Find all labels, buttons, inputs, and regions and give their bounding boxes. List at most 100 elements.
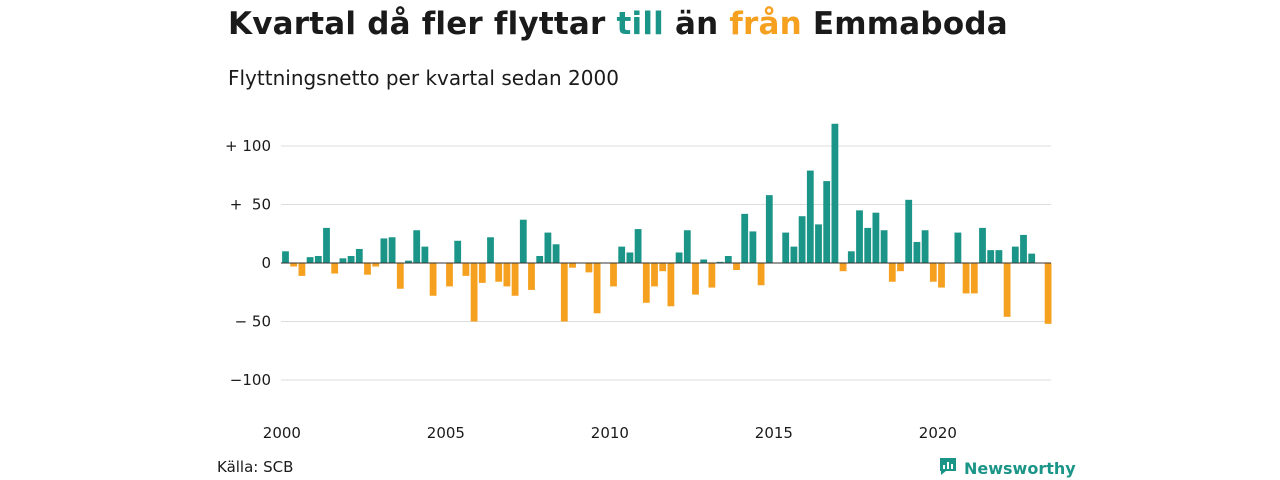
x-tick-label: 2010 (591, 424, 629, 442)
bar (659, 263, 667, 272)
bar (692, 263, 699, 295)
bar (888, 263, 896, 282)
bar (675, 252, 683, 263)
bar (339, 258, 347, 263)
bar (560, 263, 568, 322)
bar (847, 251, 855, 263)
gridlines (281, 145, 1051, 381)
bar (618, 246, 626, 263)
bar (610, 263, 617, 287)
brand-name: Newsworthy (964, 458, 1076, 478)
bar (683, 230, 691, 263)
bar (798, 216, 806, 263)
bars (282, 123, 1052, 324)
bar (495, 263, 503, 282)
bar (405, 260, 412, 263)
bar (872, 212, 880, 263)
bar (306, 257, 314, 263)
x-tick-label: 2015 (755, 424, 793, 442)
bar (462, 263, 470, 276)
y-tick-label: − 50 (235, 313, 271, 331)
bar (331, 263, 339, 274)
bar (487, 237, 494, 263)
bar (380, 238, 388, 263)
bar (954, 232, 962, 263)
bar (1003, 263, 1011, 317)
bar (454, 240, 462, 263)
bar (642, 263, 650, 303)
bar (585, 263, 593, 273)
bar (987, 250, 995, 263)
bar (626, 252, 634, 263)
y-tick-label: + 50 (230, 196, 271, 214)
bar (364, 263, 371, 275)
y-tick-label: −100 (230, 371, 271, 389)
bar (757, 263, 765, 286)
bar (388, 237, 396, 263)
bar (372, 263, 380, 267)
bar (913, 241, 921, 263)
bar (708, 263, 716, 288)
x-tick-label: 2000 (263, 424, 301, 442)
bar (938, 263, 945, 288)
bar (355, 248, 363, 263)
bar (815, 224, 822, 263)
bar (413, 230, 421, 263)
bar (741, 213, 749, 263)
bar (700, 259, 708, 263)
bar (897, 263, 904, 272)
bar (1020, 234, 1027, 263)
bar (905, 199, 913, 263)
bar (929, 263, 937, 282)
bar (470, 263, 478, 322)
bar (298, 263, 306, 276)
bar (806, 170, 814, 263)
bar (314, 255, 322, 263)
bar (552, 244, 560, 263)
bar (667, 263, 675, 307)
bar (921, 230, 929, 263)
bar (716, 261, 724, 263)
brand-logo: Newsworthy (938, 456, 1076, 480)
bar (651, 263, 658, 287)
y-tick-label: 0 (261, 254, 271, 272)
bar (765, 195, 773, 263)
bar (290, 263, 298, 267)
bar (593, 263, 601, 314)
bar (733, 263, 740, 271)
bar (1028, 253, 1036, 263)
bar (519, 219, 527, 263)
bar (446, 263, 453, 287)
newsworthy-logo-icon (938, 456, 958, 480)
bar (1044, 263, 1052, 324)
source-note: Källa: SCB (217, 458, 294, 476)
x-tick-label: 2020 (919, 424, 957, 442)
axes: + 100 + 50 0 − 50 −100 2000 2005 2010 2015 2020 (225, 137, 1051, 442)
bar (782, 232, 790, 263)
bar (979, 227, 986, 263)
bar (396, 263, 404, 289)
bar (478, 263, 486, 283)
bar (995, 250, 1003, 263)
bar (962, 263, 970, 294)
bar (503, 263, 511, 287)
bar (823, 181, 831, 263)
bar (347, 255, 355, 263)
bar (831, 123, 839, 264)
bar (634, 229, 642, 263)
bar (880, 230, 888, 263)
bar (282, 251, 289, 263)
bar (1011, 246, 1019, 263)
bar (970, 263, 978, 294)
bar (323, 227, 330, 263)
bar (528, 263, 535, 290)
bar (790, 246, 798, 263)
bar (511, 263, 519, 296)
chart-title: Kvartal då fler flyttar till än från Emm… (228, 6, 1008, 42)
x-tick-label: 2005 (427, 424, 465, 442)
bar (536, 255, 544, 263)
chart-subtitle: Flyttningsnetto per kvartal sedan 2000 (228, 66, 619, 90)
bar (421, 246, 429, 263)
bar (749, 231, 757, 263)
